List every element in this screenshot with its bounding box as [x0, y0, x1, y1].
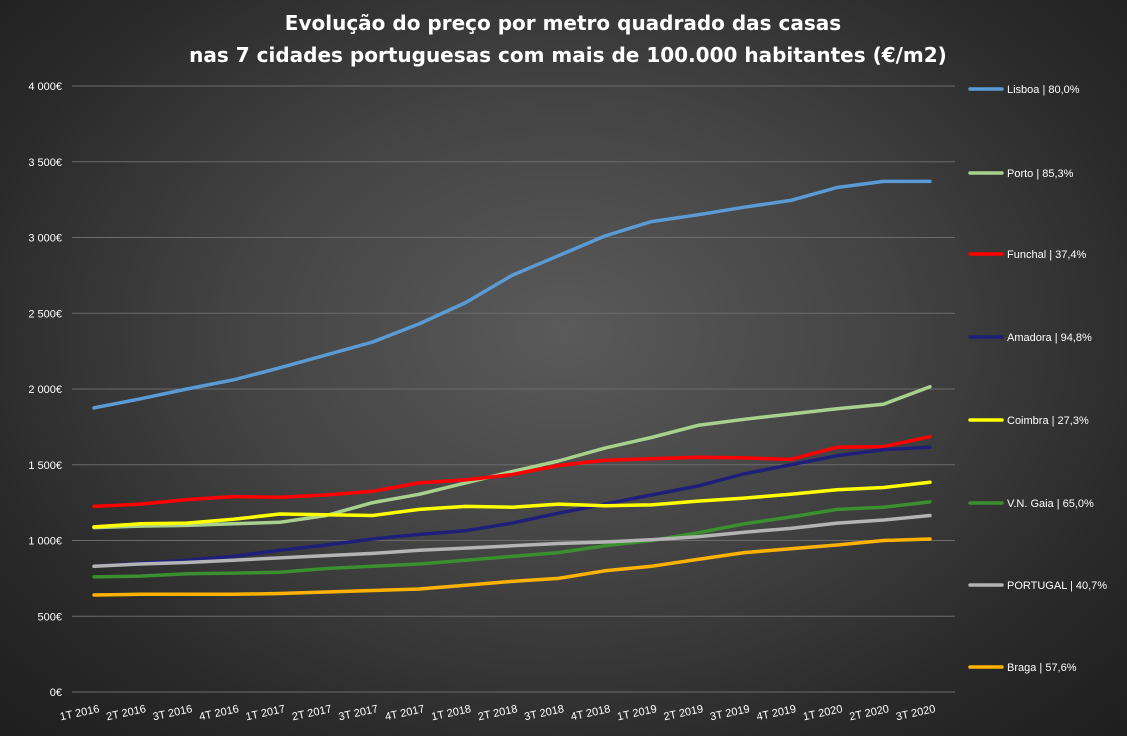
series-lines [92, 179, 932, 597]
series-line [92, 384, 932, 530]
x-tick-label: 2T 2020 [848, 703, 890, 723]
x-tick-label: 2T 2018 [477, 703, 519, 723]
series-line [92, 537, 932, 597]
y-tick-label: 500€ [38, 611, 62, 623]
series-line [92, 500, 932, 579]
x-tick-label: 4T 2017 [384, 703, 426, 723]
series-line [92, 445, 932, 569]
x-axis-ticks: 1T 2016 2T 2016 3T 2016 4T 2016 1T 2017 2T 20… [59, 703, 937, 723]
x-tick-label: 2T 2016 [105, 703, 147, 723]
legend-label: V.N. Gaia | 65,0% [1007, 498, 1094, 510]
legend-label: Lisboa | 80,0% [1007, 84, 1080, 96]
x-tick-label: 3T 2020 [895, 703, 937, 723]
series-line [92, 513, 932, 569]
x-tick-label: 2T 2019 [663, 703, 705, 723]
x-tick-label: 1T 2018 [430, 703, 472, 723]
legend-label: Porto | 85,3% [1007, 168, 1074, 180]
legend-label: Funchal | 37,4% [1007, 249, 1087, 261]
legend-label: Amadora | 94,8% [1007, 332, 1092, 344]
legend-label: Braga | 57,6% [1007, 662, 1077, 674]
x-tick-label: 4T 2019 [756, 703, 798, 723]
x-tick-label: 1T 2016 [59, 703, 101, 723]
y-tick-label: 4 000€ [28, 81, 62, 93]
x-tick-label: 4T 2018 [570, 703, 612, 723]
legend-label: PORTUGAL | 40,7% [1007, 580, 1107, 592]
chart-title-line2: nas 7 cidades portuguesas com mais de 10… [189, 43, 947, 67]
series-line [92, 179, 932, 410]
y-axis-ticks: 0€ 500€ 1 000€ 1 500€ 2 000€ 2 500€ 3 000€ 3 50… [28, 81, 62, 699]
y-tick-label: 1 500€ [28, 460, 62, 472]
x-tick-label: 4T 2016 [198, 703, 240, 723]
chart-title-line1: Evolução do preço por metro quadrado das… [285, 11, 841, 35]
legend-label: Coimbra | 27,3% [1007, 415, 1089, 427]
series-line [92, 434, 932, 509]
y-tick-label: 3 000€ [28, 233, 62, 245]
x-tick-label: 3T 2018 [523, 703, 565, 723]
y-tick-label: 2 500€ [28, 308, 62, 320]
y-tick-label: 0€ [50, 687, 62, 699]
x-tick-label: 1T 2017 [245, 703, 287, 723]
x-tick-label: 3T 2019 [709, 703, 751, 723]
legend: Lisboa | 80,0% Porto | 85,3% Funchal | 37,… [968, 84, 1107, 674]
x-tick-label: 1T 2020 [802, 703, 844, 723]
y-tick-label: 3 500€ [28, 157, 62, 169]
gridlines [72, 85, 955, 693]
x-tick-label: 1T 2019 [616, 703, 658, 723]
series-line [92, 480, 932, 529]
y-tick-label: 1 000€ [28, 536, 62, 548]
x-tick-label: 3T 2016 [152, 703, 194, 723]
x-tick-label: 3T 2017 [338, 703, 380, 723]
x-tick-label: 2T 2017 [291, 703, 333, 723]
y-tick-label: 2 000€ [28, 384, 62, 396]
